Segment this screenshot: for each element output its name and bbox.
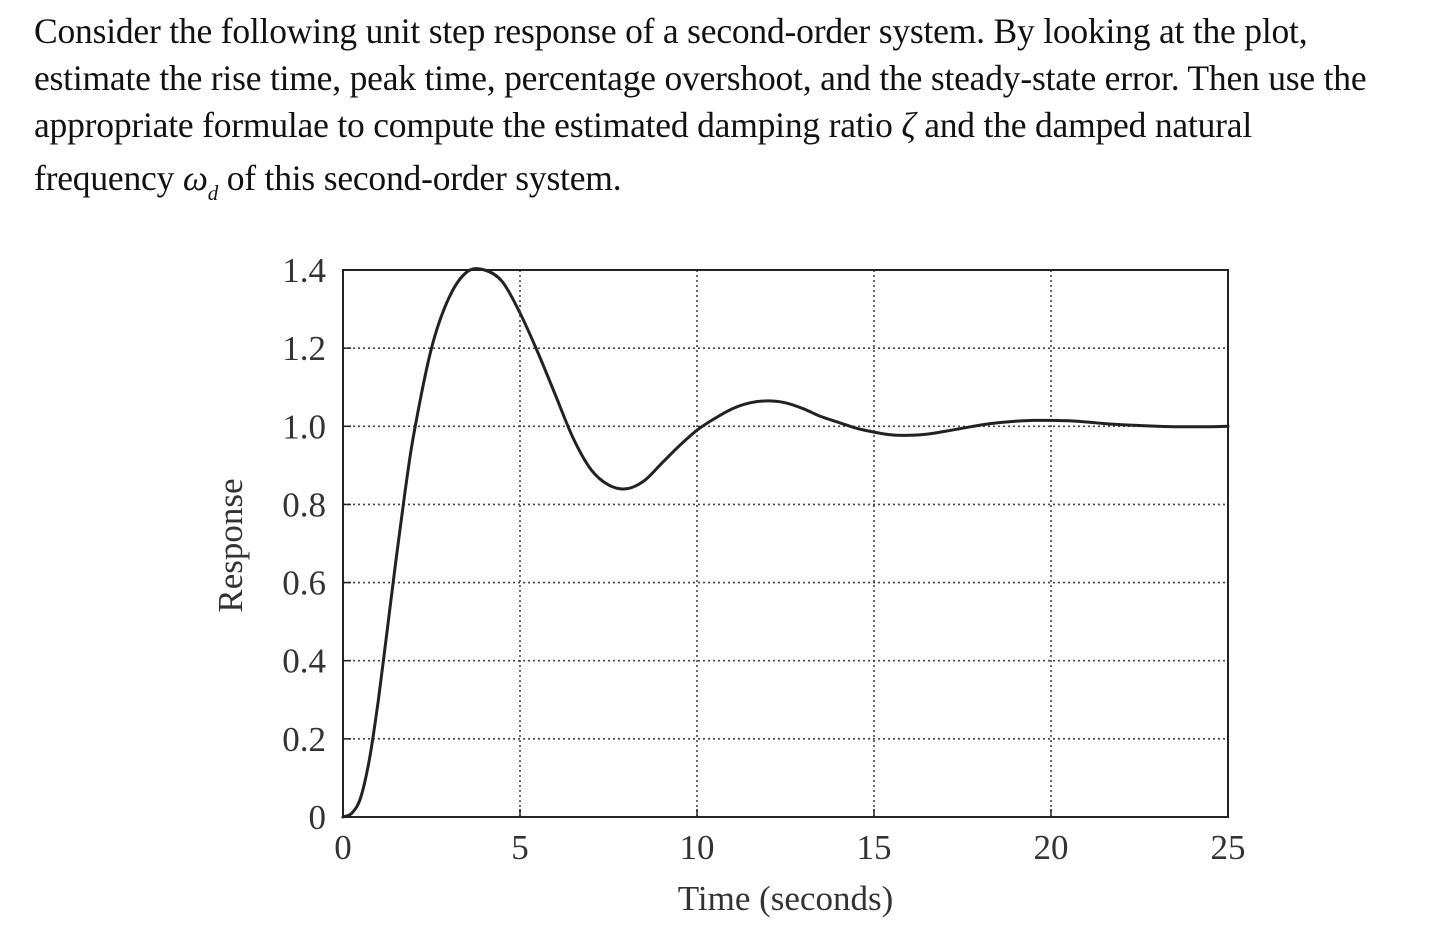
problem-line-3-tail: and the damped natural <box>924 105 1252 145</box>
x-tick-labels: 0 5 10 15 20 25 <box>334 828 1245 867</box>
problem-line-4-tail: of this second-order system. <box>226 158 622 198</box>
y-tick-label-0: 0 <box>309 798 327 837</box>
x-tick-label-15: 15 <box>857 828 892 867</box>
problem-line-4: frequency ωd of this second-order system… <box>34 155 622 207</box>
x-tick-label-20: 20 <box>1034 828 1069 867</box>
plot-frame <box>342 269 1229 818</box>
x-tick-label-10: 10 <box>680 828 715 867</box>
x-axis-label: Time (seconds) <box>678 879 894 918</box>
problem-line-2: estimate the rise time, peak time, perce… <box>34 58 1367 98</box>
y-tick-label-0.6: 0.6 <box>282 564 326 603</box>
y-tick-label-1: 1.0 <box>282 407 326 446</box>
response-curve <box>341 267 1230 819</box>
y-tick-label-0.8: 0.8 <box>282 485 326 524</box>
problem-statement: Consider the following unit step respons… <box>34 8 1434 207</box>
y-tick-labels: 0 0.2 0.4 0.6 0.8 1.0 1.2 1.4 <box>282 251 326 837</box>
problem-line-4-text: frequency <box>34 158 175 198</box>
y-tick-label-1.2: 1.2 <box>282 329 326 368</box>
zeta-symbol: ζ <box>901 105 916 145</box>
x-tick-label-5: 5 <box>511 828 529 867</box>
y-tick-label-0.4: 0.4 <box>282 642 326 681</box>
omega-subscript: d <box>207 181 219 205</box>
x-tick-label-0: 0 <box>334 828 352 867</box>
y-tick-label-0.2: 0.2 <box>282 720 326 759</box>
omega-symbol: ω <box>182 158 208 198</box>
x-tick-label-25: 25 <box>1211 828 1246 867</box>
axis-ticks <box>342 269 1229 818</box>
y-axis-label: Response <box>211 478 250 612</box>
y-tick-label-1.4: 1.4 <box>282 251 326 290</box>
problem-line-1: Consider the following unit step respons… <box>34 11 1308 51</box>
problem-line-3: appropriate formulae to compute the esti… <box>34 102 1434 149</box>
grid-lines <box>343 270 1228 817</box>
problem-line-3-text: appropriate formulae to compute the esti… <box>34 105 893 145</box>
